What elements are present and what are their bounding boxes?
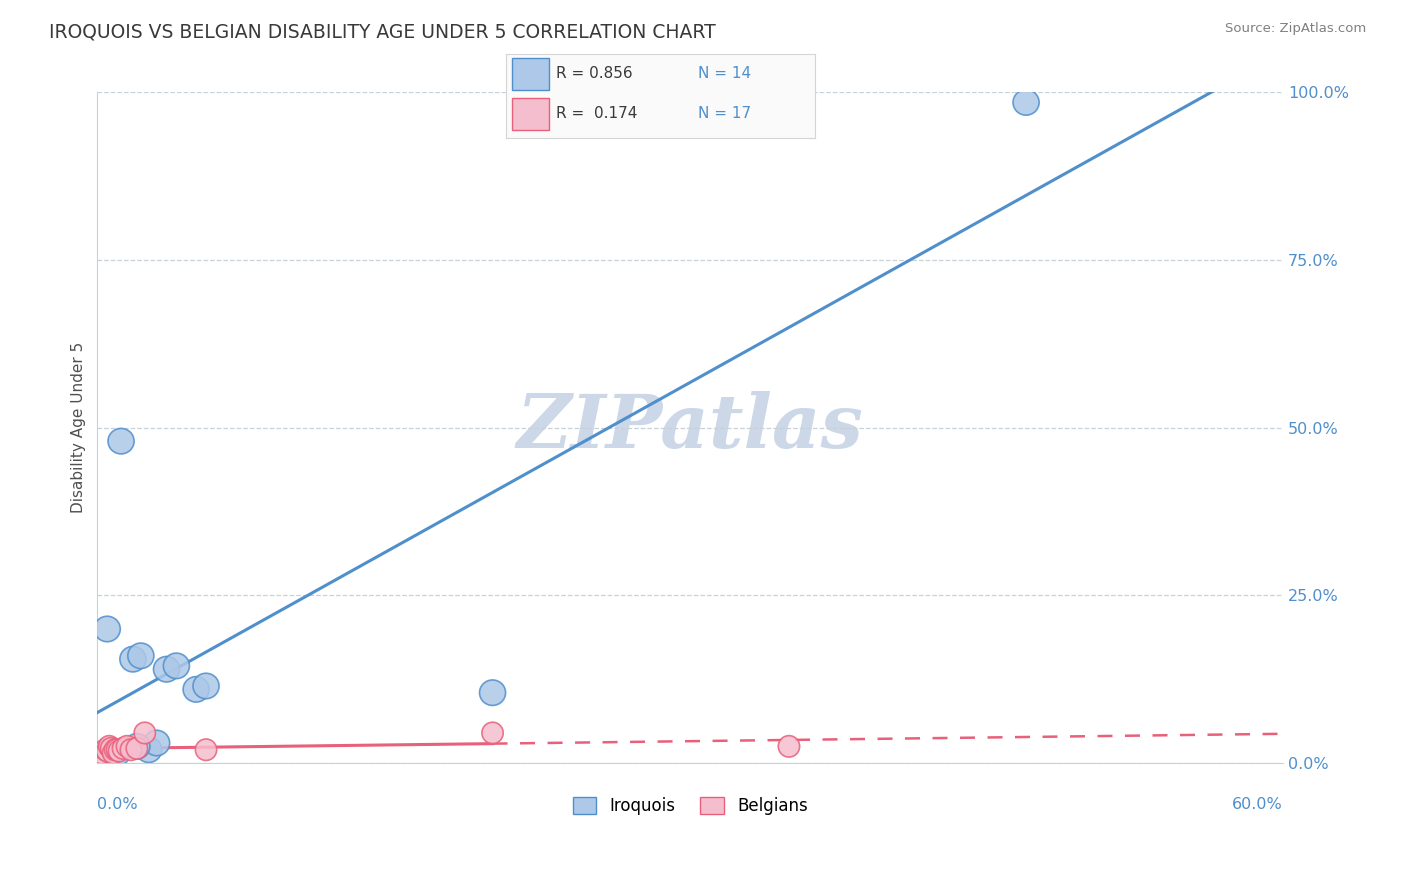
Ellipse shape: [104, 740, 131, 766]
Text: N = 17: N = 17: [697, 106, 751, 121]
Ellipse shape: [779, 736, 800, 757]
Ellipse shape: [482, 723, 503, 744]
Ellipse shape: [108, 740, 129, 762]
Ellipse shape: [108, 428, 134, 454]
Text: Source: ZipAtlas.com: Source: ZipAtlas.com: [1226, 22, 1367, 36]
Ellipse shape: [90, 742, 112, 764]
Ellipse shape: [121, 739, 142, 761]
Ellipse shape: [94, 616, 121, 641]
Text: R = 0.856: R = 0.856: [555, 66, 633, 81]
Ellipse shape: [128, 643, 153, 668]
Ellipse shape: [136, 737, 162, 763]
Ellipse shape: [97, 740, 118, 762]
Text: N = 14: N = 14: [697, 66, 751, 81]
Bar: [512, 58, 550, 90]
Ellipse shape: [183, 677, 209, 702]
Text: R =  0.174: R = 0.174: [555, 106, 637, 121]
Ellipse shape: [163, 653, 190, 679]
Ellipse shape: [124, 733, 150, 759]
Ellipse shape: [195, 739, 217, 761]
Y-axis label: Disability Age Under 5: Disability Age Under 5: [72, 343, 86, 514]
Ellipse shape: [127, 738, 148, 759]
Ellipse shape: [153, 657, 180, 682]
Text: IROQUOIS VS BELGIAN DISABILITY AGE UNDER 5 CORRELATION CHART: IROQUOIS VS BELGIAN DISABILITY AGE UNDER…: [49, 22, 716, 41]
Ellipse shape: [134, 723, 156, 744]
Ellipse shape: [1014, 90, 1039, 115]
Ellipse shape: [98, 736, 120, 757]
Ellipse shape: [193, 673, 219, 698]
Ellipse shape: [479, 680, 506, 706]
Text: 0.0%: 0.0%: [97, 797, 138, 812]
Ellipse shape: [103, 742, 124, 764]
Ellipse shape: [94, 739, 115, 761]
Ellipse shape: [120, 647, 146, 672]
Text: 60.0%: 60.0%: [1232, 797, 1282, 812]
Ellipse shape: [100, 738, 122, 759]
Legend: Iroquois, Belgians: Iroquois, Belgians: [567, 790, 814, 822]
Ellipse shape: [107, 739, 128, 761]
Text: ZIPatlas: ZIPatlas: [517, 392, 863, 464]
Ellipse shape: [112, 738, 134, 759]
Bar: [512, 97, 550, 130]
Ellipse shape: [117, 736, 138, 757]
Ellipse shape: [143, 731, 170, 756]
Ellipse shape: [104, 739, 125, 761]
